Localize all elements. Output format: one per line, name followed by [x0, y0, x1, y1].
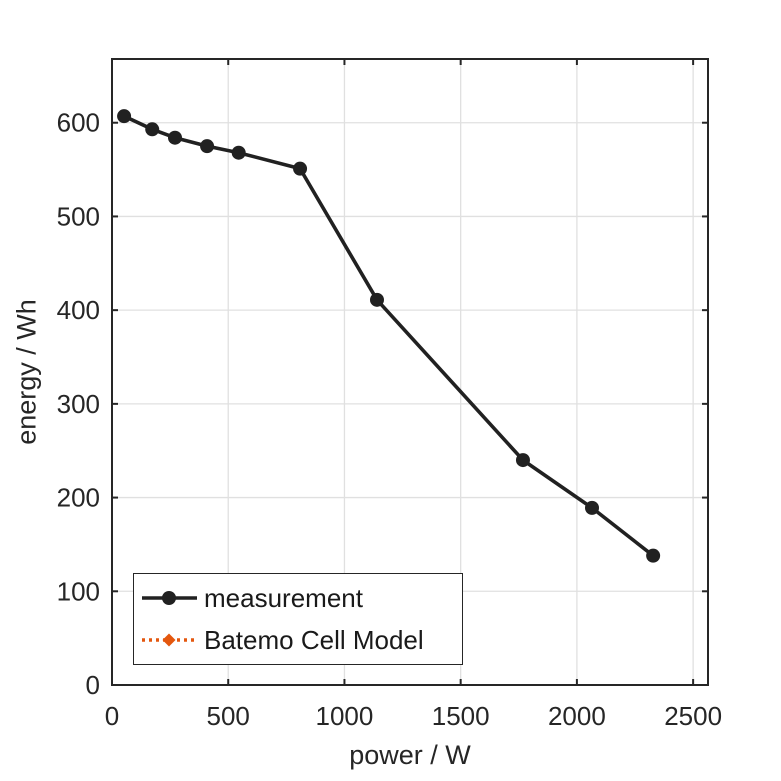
y-tick-label: 300: [57, 389, 100, 419]
legend-line-sample: [142, 633, 197, 647]
y-tick-label: 200: [57, 483, 100, 513]
data-point-marker: [369, 292, 384, 307]
data-point-marker: [117, 109, 132, 124]
legend: measurement Batemo Cell Model: [133, 573, 463, 665]
y-tick-label: 400: [57, 295, 100, 325]
data-point-marker: [585, 500, 600, 515]
legend-line-sample: [142, 591, 197, 606]
x-axis-label: power / W: [349, 740, 471, 770]
legend-entry: measurement: [141, 581, 462, 615]
y-axis-label: energy / Wh: [11, 299, 42, 445]
data-point-marker: [200, 139, 215, 154]
x-tick-label: 2000: [548, 701, 606, 731]
data-point-marker: [145, 122, 160, 137]
y-tick-label: 600: [57, 108, 100, 138]
x-tick-label: 1000: [316, 701, 374, 731]
legend-marker-circle-icon: [162, 591, 176, 606]
legend-entry: Batemo Cell Model: [141, 623, 462, 657]
x-tick-label: 0: [105, 701, 119, 731]
series-line-measurement: [123, 114, 655, 558]
legend-marker-diamond-icon: [162, 633, 176, 647]
data-point-marker: [646, 548, 661, 563]
x-tick-label: 500: [207, 701, 250, 731]
y-tick-label: 100: [57, 576, 100, 606]
axes-box: [111, 58, 709, 686]
legend-label: Batemo Cell Model: [204, 624, 424, 655]
data-point-marker: [231, 145, 246, 160]
y-tick-label: 0: [86, 670, 100, 700]
x-tick-label: 2500: [664, 701, 722, 731]
y-tick-label: 500: [57, 201, 100, 231]
legend-label: measurement: [204, 583, 363, 614]
data-point-marker: [515, 453, 530, 468]
x-tick-label: 1500: [432, 701, 490, 731]
data-point-marker: [167, 130, 182, 145]
data-point-marker: [293, 161, 308, 176]
